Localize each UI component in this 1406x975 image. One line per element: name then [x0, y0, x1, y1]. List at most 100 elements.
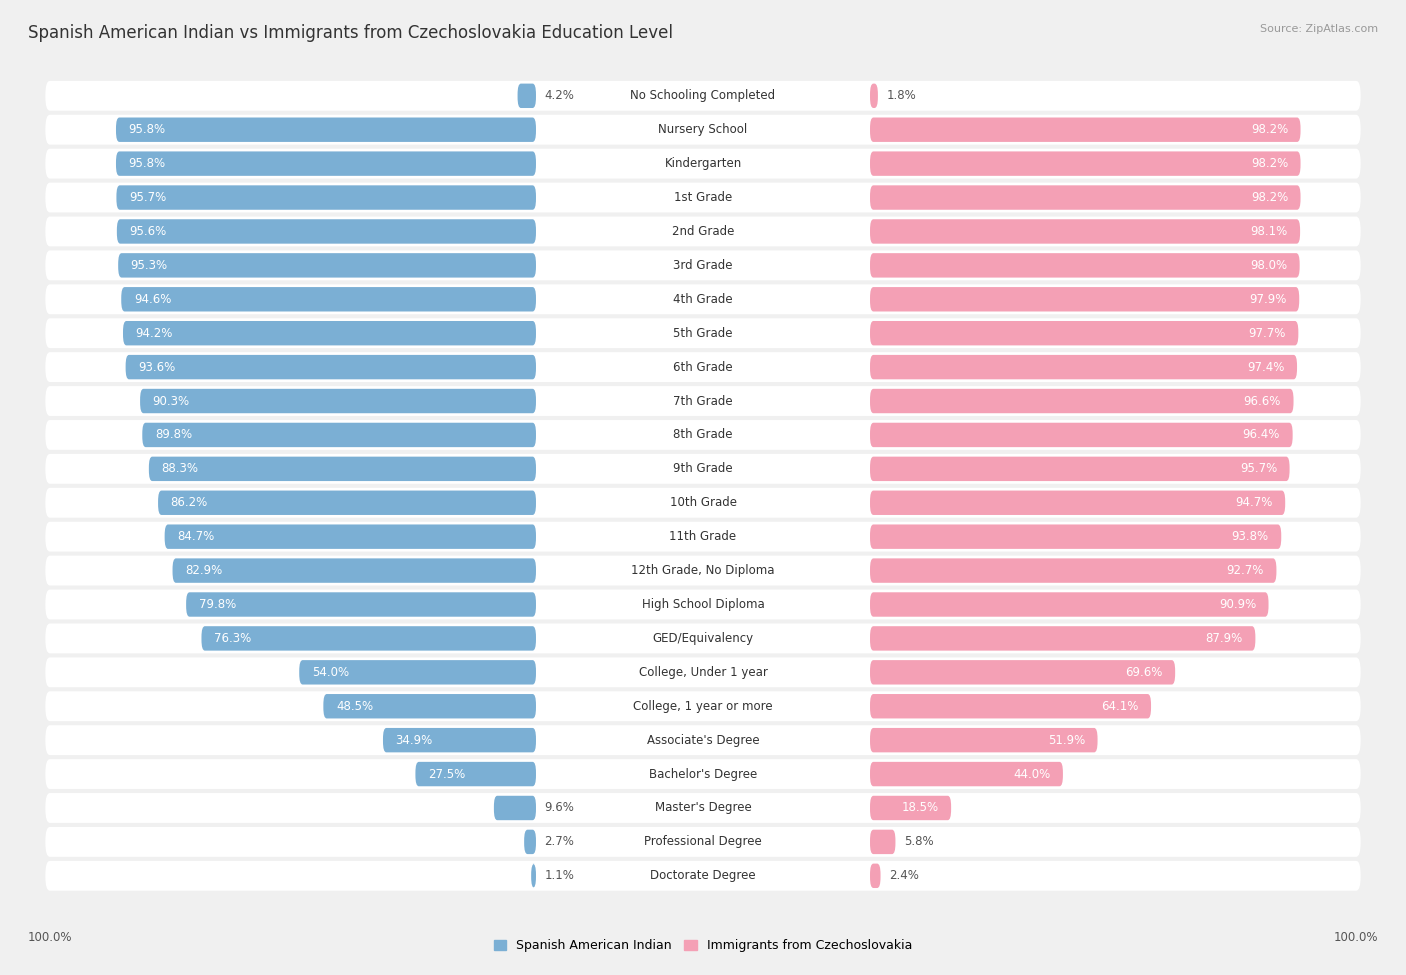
FancyBboxPatch shape: [299, 660, 536, 684]
Text: 4th Grade: 4th Grade: [673, 292, 733, 306]
Text: Kindergarten: Kindergarten: [665, 157, 741, 170]
Text: 1.1%: 1.1%: [544, 870, 574, 882]
Legend: Spanish American Indian, Immigrants from Czechoslovakia: Spanish American Indian, Immigrants from…: [489, 934, 917, 957]
Text: 95.6%: 95.6%: [129, 225, 167, 238]
FancyBboxPatch shape: [870, 355, 1296, 379]
Text: 95.8%: 95.8%: [128, 123, 166, 136]
FancyBboxPatch shape: [870, 287, 1299, 311]
Text: Nursery School: Nursery School: [658, 123, 748, 136]
FancyBboxPatch shape: [517, 84, 536, 108]
FancyBboxPatch shape: [870, 796, 950, 820]
FancyBboxPatch shape: [149, 456, 536, 481]
FancyBboxPatch shape: [870, 660, 1175, 684]
Text: 90.9%: 90.9%: [1219, 598, 1256, 611]
FancyBboxPatch shape: [415, 761, 536, 786]
FancyBboxPatch shape: [494, 796, 536, 820]
Text: 11th Grade: 11th Grade: [669, 530, 737, 543]
Text: 6th Grade: 6th Grade: [673, 361, 733, 373]
FancyBboxPatch shape: [870, 185, 1301, 210]
Text: 48.5%: 48.5%: [336, 700, 373, 713]
FancyBboxPatch shape: [870, 761, 1063, 786]
FancyBboxPatch shape: [323, 694, 536, 719]
Text: 87.9%: 87.9%: [1205, 632, 1243, 644]
FancyBboxPatch shape: [125, 355, 536, 379]
FancyBboxPatch shape: [45, 488, 1361, 518]
Text: Source: ZipAtlas.com: Source: ZipAtlas.com: [1260, 24, 1378, 34]
FancyBboxPatch shape: [870, 694, 1152, 719]
FancyBboxPatch shape: [45, 420, 1361, 449]
FancyBboxPatch shape: [45, 522, 1361, 552]
Text: 44.0%: 44.0%: [1014, 767, 1050, 781]
FancyBboxPatch shape: [531, 864, 536, 888]
Text: 97.9%: 97.9%: [1250, 292, 1286, 306]
Text: Professional Degree: Professional Degree: [644, 836, 762, 848]
FancyBboxPatch shape: [870, 559, 1277, 583]
FancyBboxPatch shape: [870, 219, 1301, 244]
FancyBboxPatch shape: [45, 556, 1361, 586]
Text: 82.9%: 82.9%: [186, 565, 222, 577]
FancyBboxPatch shape: [45, 251, 1361, 280]
FancyBboxPatch shape: [870, 525, 1281, 549]
FancyBboxPatch shape: [186, 592, 536, 617]
Text: 90.3%: 90.3%: [153, 395, 190, 408]
FancyBboxPatch shape: [870, 830, 896, 854]
FancyBboxPatch shape: [115, 118, 536, 142]
Text: 95.7%: 95.7%: [1240, 462, 1277, 476]
FancyBboxPatch shape: [117, 219, 536, 244]
FancyBboxPatch shape: [165, 525, 536, 549]
FancyBboxPatch shape: [45, 861, 1361, 891]
Text: 94.7%: 94.7%: [1236, 496, 1272, 509]
Text: 5th Grade: 5th Grade: [673, 327, 733, 339]
Text: 96.6%: 96.6%: [1244, 395, 1281, 408]
FancyBboxPatch shape: [141, 389, 536, 413]
FancyBboxPatch shape: [870, 321, 1298, 345]
Text: 5.8%: 5.8%: [904, 836, 934, 848]
FancyBboxPatch shape: [870, 423, 1292, 448]
Text: 84.7%: 84.7%: [177, 530, 215, 543]
Text: 95.8%: 95.8%: [128, 157, 166, 170]
FancyBboxPatch shape: [870, 728, 1098, 753]
FancyBboxPatch shape: [45, 590, 1361, 619]
FancyBboxPatch shape: [45, 285, 1361, 314]
Text: 93.6%: 93.6%: [138, 361, 176, 373]
Text: 86.2%: 86.2%: [170, 496, 208, 509]
Text: No Schooling Completed: No Schooling Completed: [630, 90, 776, 102]
Text: 1st Grade: 1st Grade: [673, 191, 733, 204]
FancyBboxPatch shape: [45, 760, 1361, 789]
Text: 2.7%: 2.7%: [544, 836, 574, 848]
FancyBboxPatch shape: [870, 592, 1268, 617]
FancyBboxPatch shape: [45, 827, 1361, 857]
FancyBboxPatch shape: [870, 151, 1301, 176]
Text: 8th Grade: 8th Grade: [673, 428, 733, 442]
FancyBboxPatch shape: [870, 254, 1299, 278]
Text: 98.1%: 98.1%: [1250, 225, 1288, 238]
Text: 98.2%: 98.2%: [1251, 157, 1288, 170]
FancyBboxPatch shape: [382, 728, 536, 753]
Text: 96.4%: 96.4%: [1243, 428, 1279, 442]
FancyBboxPatch shape: [45, 793, 1361, 823]
FancyBboxPatch shape: [870, 389, 1294, 413]
FancyBboxPatch shape: [45, 81, 1361, 111]
FancyBboxPatch shape: [45, 691, 1361, 722]
FancyBboxPatch shape: [870, 490, 1285, 515]
FancyBboxPatch shape: [121, 287, 536, 311]
FancyBboxPatch shape: [870, 84, 877, 108]
FancyBboxPatch shape: [122, 321, 536, 345]
Text: 27.5%: 27.5%: [427, 767, 465, 781]
FancyBboxPatch shape: [45, 352, 1361, 382]
FancyBboxPatch shape: [870, 626, 1256, 650]
FancyBboxPatch shape: [870, 864, 880, 888]
Text: 4.2%: 4.2%: [544, 90, 574, 102]
FancyBboxPatch shape: [870, 456, 1289, 481]
Text: 98.2%: 98.2%: [1251, 191, 1288, 204]
Text: 2nd Grade: 2nd Grade: [672, 225, 734, 238]
Text: 94.6%: 94.6%: [134, 292, 172, 306]
FancyBboxPatch shape: [870, 118, 1301, 142]
Text: Associate's Degree: Associate's Degree: [647, 733, 759, 747]
FancyBboxPatch shape: [117, 185, 536, 210]
Text: Bachelor's Degree: Bachelor's Degree: [650, 767, 756, 781]
Text: 34.9%: 34.9%: [395, 733, 433, 747]
FancyBboxPatch shape: [118, 254, 536, 278]
FancyBboxPatch shape: [157, 490, 536, 515]
Text: Master's Degree: Master's Degree: [655, 801, 751, 814]
